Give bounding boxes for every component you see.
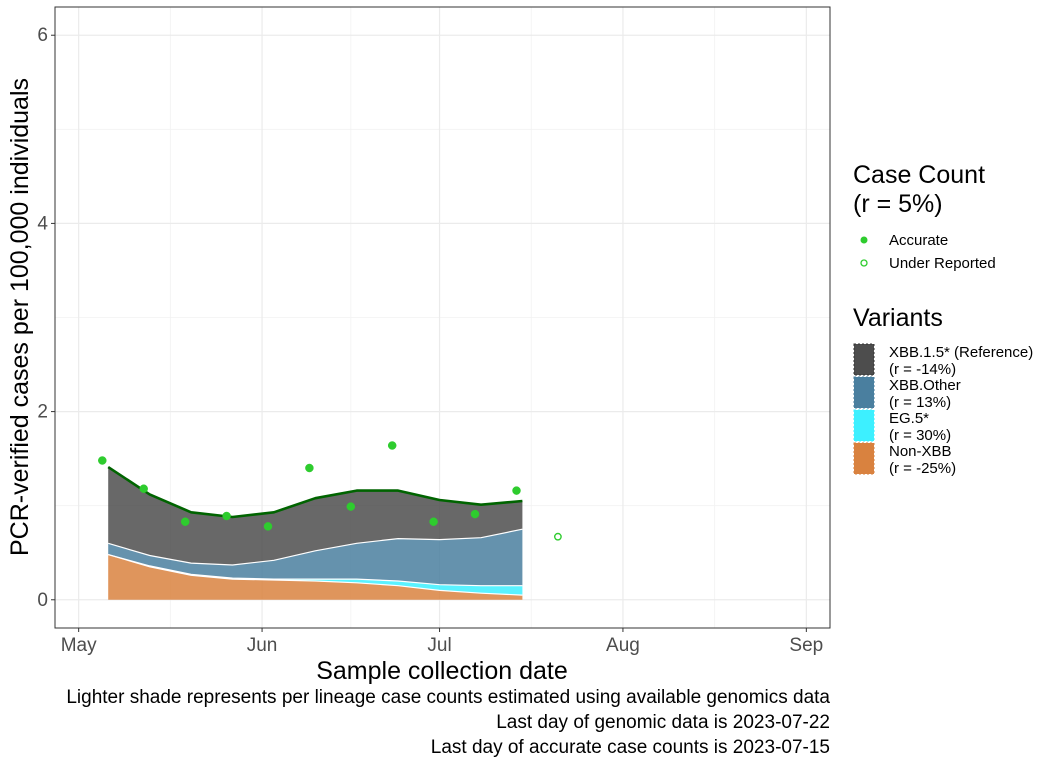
y-tick-label: 2	[37, 402, 48, 423]
legend-accurate-label: Accurate	[889, 232, 948, 249]
x-tick-label: Jul	[427, 635, 451, 656]
caption-line-2: Last day of genomic data is 2023-07-22	[496, 712, 830, 733]
legend-case-count-title-2: (r = 5%)	[853, 190, 943, 218]
legend-label-xbb15: XBB.1.5* (Reference)	[889, 344, 1033, 361]
y-tick-label: 6	[37, 25, 48, 46]
case-point-accurate	[222, 511, 231, 521]
case-point-accurate	[470, 509, 480, 519]
legend-rate-xbb-other: (r = 13%)	[889, 394, 951, 411]
case-point-accurate	[180, 517, 190, 526]
legend-variants: Variants XBB.1.5* (Reference) (r = -14%)…	[853, 304, 1033, 477]
legend-rate-eg5: (r = 30%)	[889, 427, 951, 444]
legend-swatch-xbb15	[853, 343, 875, 376]
y-tick-label: 0	[37, 590, 48, 611]
case-point-accurate	[429, 517, 438, 526]
legend-label-xbb-other: XBB.Other	[889, 377, 961, 394]
area-xbb-other	[108, 529, 523, 586]
case-points	[98, 441, 562, 541]
legend-case-count: Case Count (r = 5%) Accurate Under Repor…	[853, 161, 996, 272]
legend-accurate-marker	[860, 236, 868, 244]
legend-rate-xbb15: (r = -14%)	[889, 361, 956, 378]
legend-under-reported-label: Under Reported	[889, 255, 996, 272]
variant-areas	[108, 467, 523, 600]
legend-label-eg5: EG.5*	[889, 410, 929, 427]
caption-line-3: Last day of accurate case counts is 2023…	[430, 737, 830, 758]
total-line	[107, 466, 523, 519]
legend-swatch-eg5	[853, 409, 875, 442]
legend-variants-title: Variants	[853, 304, 943, 332]
area-eg-5-	[108, 554, 523, 596]
caption-line-1: Lighter shade represents per lineage cas…	[66, 687, 830, 708]
area-boundary	[108, 554, 523, 587]
total-case-line	[107, 466, 523, 519]
area-boundary	[108, 528, 523, 566]
x-tick-label: May	[61, 635, 97, 656]
case-point-accurate	[98, 456, 107, 465]
case-point-under-reported	[554, 532, 562, 541]
legend-swatch-non-xbb	[853, 442, 875, 475]
y-tick-label: 4	[37, 213, 48, 234]
case-point-accurate	[263, 522, 273, 531]
area-boundary	[108, 554, 523, 596]
legend-swatch-xbb-other	[853, 376, 875, 409]
axes: 0 2 4 6 May Jun Jul Aug Sep	[37, 25, 823, 656]
case-point-accurate	[346, 502, 356, 511]
legend-under-reported-marker	[860, 259, 868, 267]
area-xbb-1-5-reference-	[108, 467, 523, 565]
x-tick-label: Aug	[606, 635, 640, 656]
legend-rate-non-xbb: (r = -25%)	[889, 460, 956, 477]
case-point-accurate	[387, 441, 397, 450]
x-tick-label: Sep	[789, 635, 823, 656]
case-point-accurate	[512, 486, 521, 495]
case-point-accurate	[139, 484, 148, 493]
legend-case-count-title-1: Case Count	[853, 161, 985, 189]
x-tick-label: Jun	[247, 635, 278, 656]
case-point-accurate	[305, 463, 314, 473]
y-axis-title: PCR-verified cases per 100,000 individua…	[6, 78, 34, 556]
plot-panel-border	[54, 6, 831, 629]
x-axis-title: Sample collection date	[316, 657, 568, 685]
legend-label-non-xbb: Non-XBB	[889, 443, 952, 460]
